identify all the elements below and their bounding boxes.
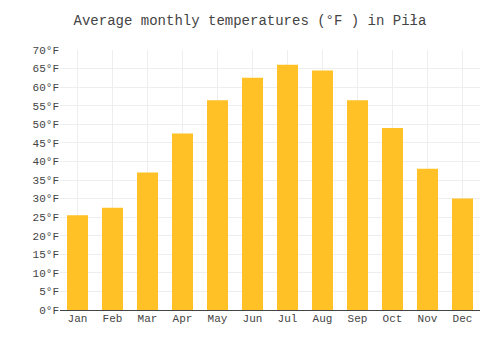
svg-text:65°F: 65°F (33, 63, 59, 75)
svg-text:May: May (208, 313, 228, 325)
svg-text:Dec: Dec (453, 313, 473, 325)
svg-text:35°F: 35°F (33, 175, 59, 187)
svg-text:60°F: 60°F (33, 82, 59, 94)
svg-text:5°F: 5°F (39, 286, 59, 298)
svg-text:55°F: 55°F (33, 101, 59, 113)
svg-text:Feb: Feb (103, 313, 123, 325)
svg-text:Jan: Jan (68, 313, 88, 325)
svg-text:Nov: Nov (418, 313, 438, 325)
svg-text:Average monthly temperatures (: Average monthly temperatures (°F ) in Pi… (74, 13, 427, 29)
svg-text:Apr: Apr (173, 313, 193, 325)
svg-text:Aug: Aug (313, 313, 333, 325)
svg-text:Sep: Sep (348, 313, 368, 325)
svg-text:25°F: 25°F (33, 212, 59, 224)
svg-text:70°F: 70°F (33, 45, 59, 57)
svg-text:Jul: Jul (278, 313, 298, 325)
svg-text:40°F: 40°F (33, 156, 59, 168)
svg-text:15°F: 15°F (33, 249, 59, 261)
svg-text:0°F: 0°F (39, 305, 59, 317)
svg-text:45°F: 45°F (33, 138, 59, 150)
svg-text:Mar: Mar (138, 313, 158, 325)
svg-text:50°F: 50°F (33, 119, 59, 131)
svg-text:20°F: 20°F (33, 231, 59, 243)
svg-text:Oct: Oct (383, 313, 403, 325)
svg-text:10°F: 10°F (33, 268, 59, 280)
svg-text:Jun: Jun (243, 313, 263, 325)
svg-text:30°F: 30°F (33, 193, 59, 205)
